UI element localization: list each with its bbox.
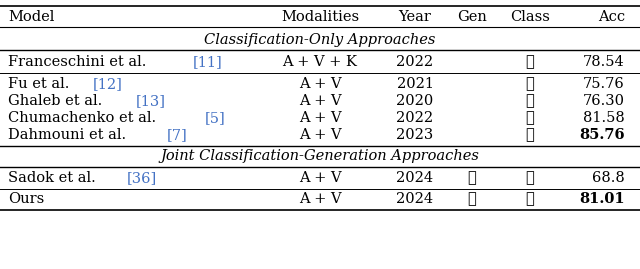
Text: Model: Model (8, 10, 54, 24)
Text: 2022: 2022 (396, 55, 433, 69)
Text: Dahmouni et al.: Dahmouni et al. (8, 128, 131, 142)
Text: ✓: ✓ (525, 171, 534, 185)
Text: Class: Class (510, 10, 550, 24)
Text: A + V: A + V (299, 111, 341, 125)
Text: Fu et al.: Fu et al. (8, 77, 74, 91)
Text: Chumachenko et al.: Chumachenko et al. (8, 111, 161, 125)
Text: 2021: 2021 (397, 77, 433, 91)
Text: ✓: ✓ (525, 192, 534, 206)
Text: A + V: A + V (299, 171, 341, 185)
Text: ✓: ✓ (525, 111, 534, 125)
Text: 2024: 2024 (396, 171, 433, 185)
Text: ✓: ✓ (468, 171, 476, 185)
Text: Modalities: Modalities (281, 10, 359, 24)
Text: [11]: [11] (193, 55, 222, 69)
Text: ✓: ✓ (525, 94, 534, 108)
Text: ✓: ✓ (525, 128, 534, 142)
Text: 85.76: 85.76 (579, 128, 625, 142)
Text: A + V + K: A + V + K (282, 55, 358, 69)
Text: [36]: [36] (127, 171, 157, 185)
Text: ✓: ✓ (525, 55, 534, 69)
Text: 2023: 2023 (396, 128, 434, 142)
Text: Acc: Acc (598, 10, 625, 24)
Text: [13]: [13] (136, 94, 166, 108)
Text: Gen: Gen (457, 10, 487, 24)
Text: 81.01: 81.01 (579, 192, 625, 206)
Text: 68.8: 68.8 (592, 171, 625, 185)
Text: A + V: A + V (299, 128, 341, 142)
Text: [7]: [7] (166, 128, 187, 142)
Text: [12]: [12] (93, 77, 123, 91)
Text: A + V: A + V (299, 94, 341, 108)
Text: Franceschini et al.: Franceschini et al. (8, 55, 151, 69)
Text: 81.58: 81.58 (583, 111, 625, 125)
Text: 78.54: 78.54 (583, 55, 625, 69)
Text: 76.30: 76.30 (583, 94, 625, 108)
Text: 2022: 2022 (396, 111, 433, 125)
Text: Joint Classification-Generation Approaches: Joint Classification-Generation Approach… (161, 149, 479, 163)
Text: Classification-Only Approaches: Classification-Only Approaches (204, 33, 436, 47)
Text: Sadok et al.: Sadok et al. (8, 171, 100, 185)
Text: ✓: ✓ (525, 77, 534, 91)
Text: Ghaleb et al.: Ghaleb et al. (8, 94, 107, 108)
Text: [5]: [5] (205, 111, 226, 125)
Text: Ours: Ours (8, 192, 44, 206)
Text: Year: Year (399, 10, 431, 24)
Text: ✓: ✓ (468, 192, 476, 206)
Text: A + V: A + V (299, 192, 341, 206)
Text: 2024: 2024 (396, 192, 433, 206)
Text: 75.76: 75.76 (583, 77, 625, 91)
Text: 2020: 2020 (396, 94, 434, 108)
Text: A + V: A + V (299, 77, 341, 91)
